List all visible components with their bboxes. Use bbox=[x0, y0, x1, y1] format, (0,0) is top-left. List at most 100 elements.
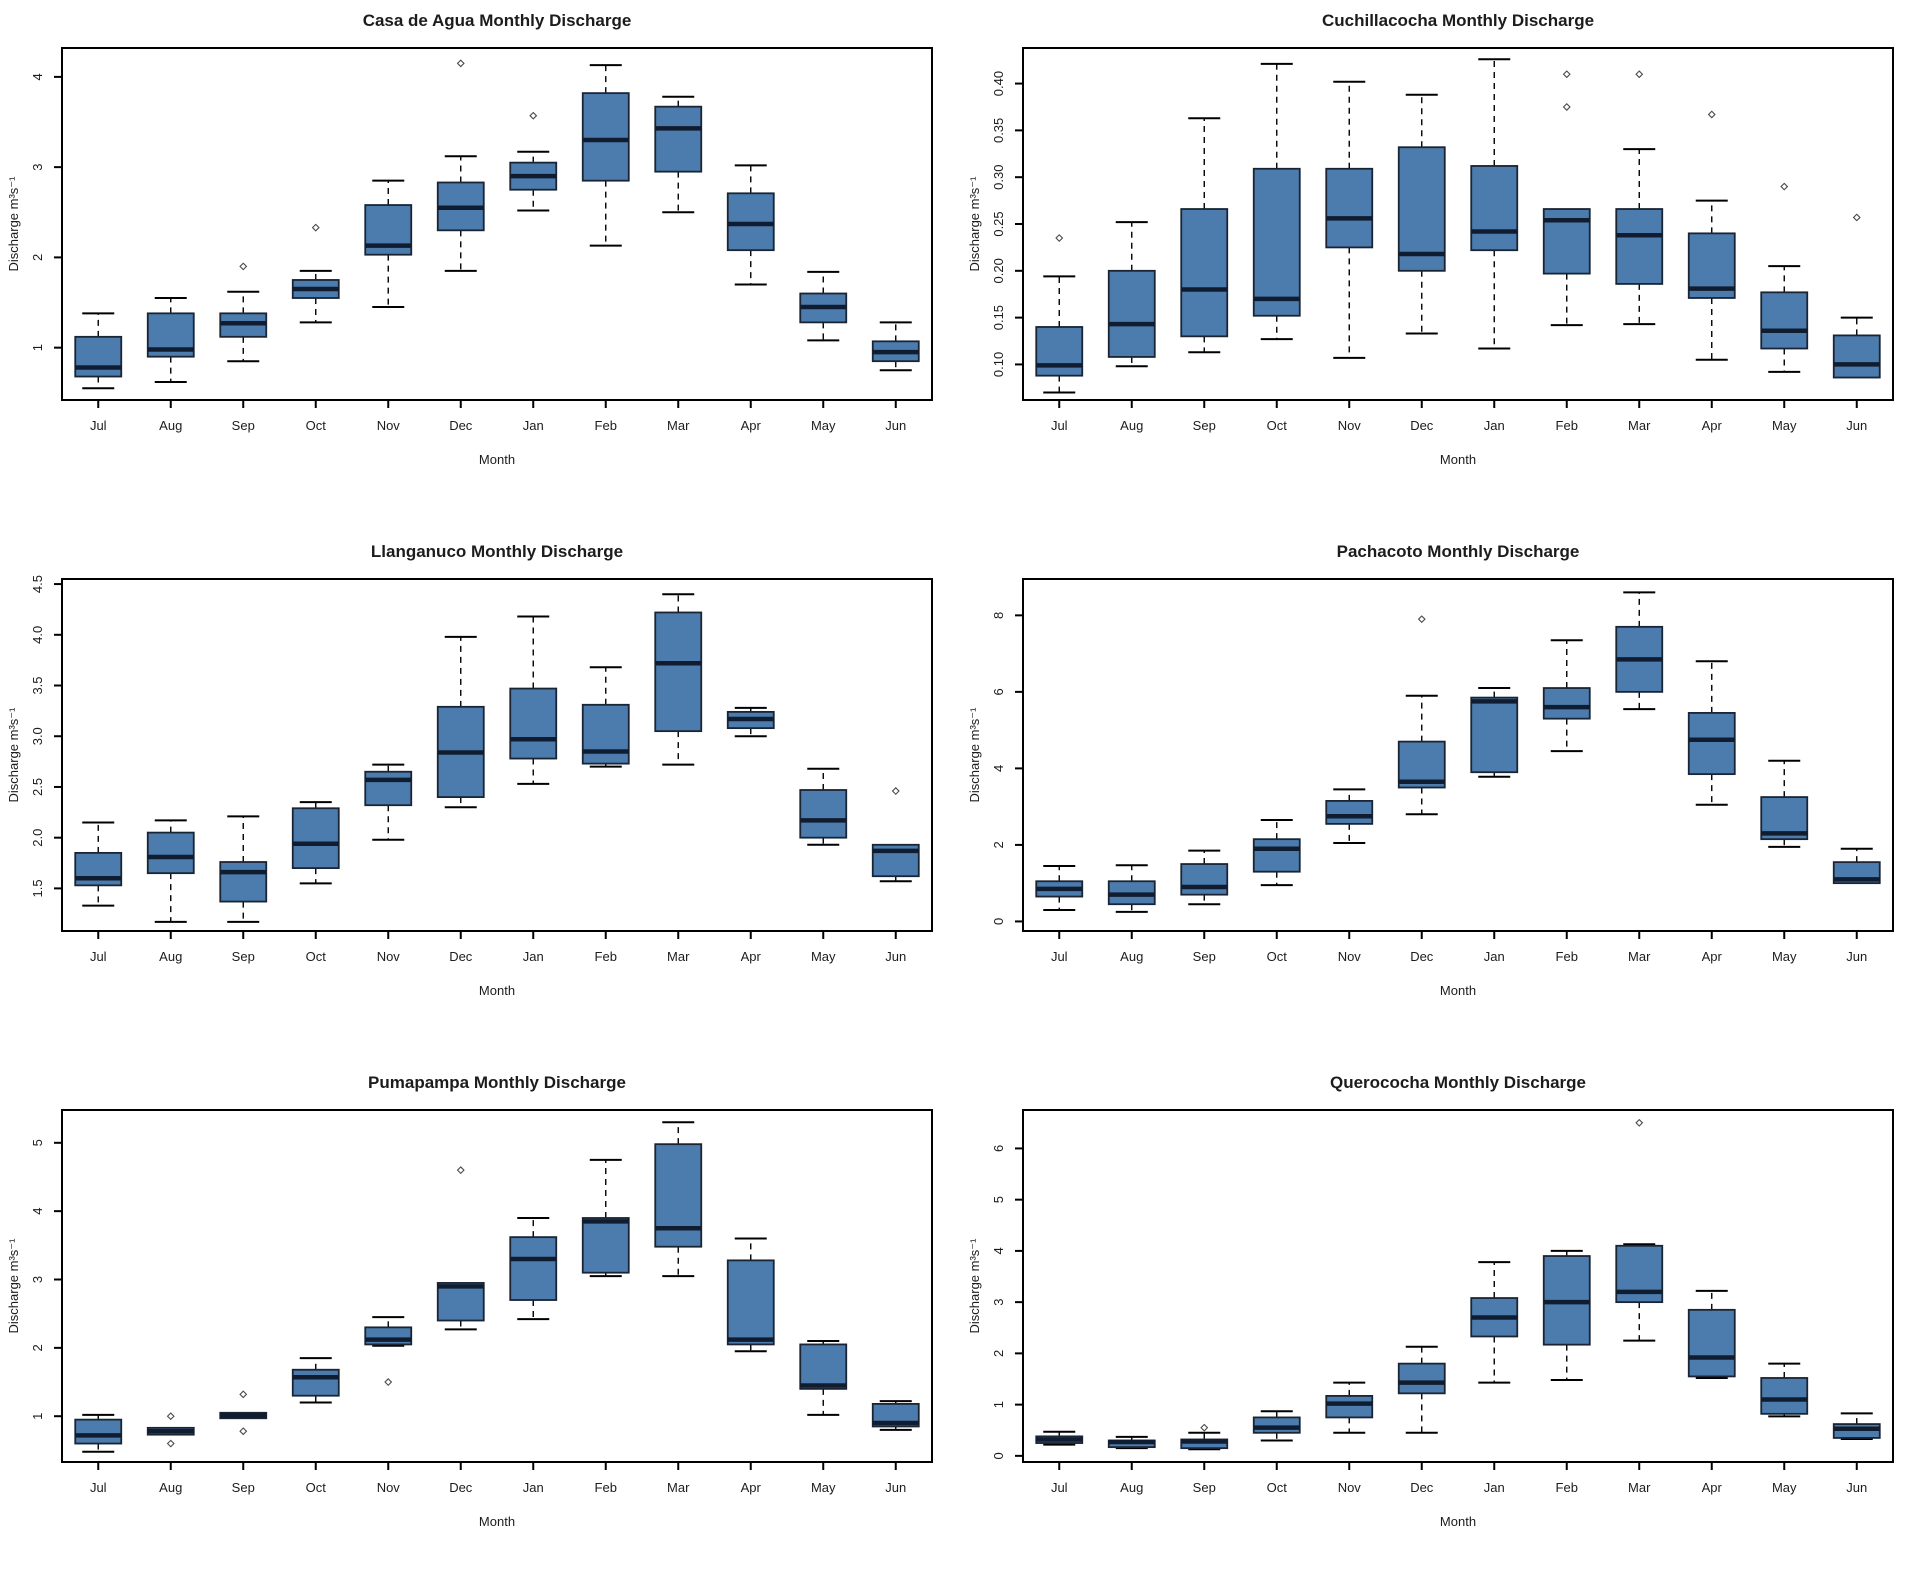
y-tick-label: 5 bbox=[991, 1196, 1006, 1203]
month-label: Jun bbox=[885, 1480, 906, 1495]
month-label: Oct bbox=[306, 418, 327, 433]
boxplot-aug bbox=[1107, 864, 1156, 913]
chart-panel-pachacoto: Pachacoto Monthly Discharge 0 2 4 6 8 Discharg… bbox=[961, 531, 1922, 1062]
y-tick-label: 4 bbox=[991, 765, 1006, 772]
iqr-box bbox=[1252, 167, 1301, 317]
outlier-point bbox=[1852, 213, 1861, 222]
month-label: Oct bbox=[1267, 418, 1288, 433]
month-label: Jun bbox=[1846, 1480, 1867, 1495]
month-label: Jan bbox=[1484, 949, 1505, 964]
outlier-point bbox=[1562, 70, 1571, 79]
chart-title: Pumapampa Monthly Discharge bbox=[368, 1073, 626, 1092]
boxplot-sep bbox=[219, 262, 268, 363]
boxplot-mar bbox=[1615, 70, 1664, 326]
iqr-box bbox=[146, 831, 195, 875]
month-label: Mar bbox=[667, 1480, 690, 1495]
y-tick-label: 6 bbox=[991, 688, 1006, 695]
month-label: Aug bbox=[1120, 418, 1143, 433]
boxplot-mar bbox=[1615, 591, 1664, 711]
month-label: Feb bbox=[1556, 949, 1578, 964]
boxplot-apr bbox=[726, 706, 775, 738]
boxplot-jul bbox=[1035, 864, 1084, 911]
boxplot-mar bbox=[654, 95, 703, 214]
month-label: Dec bbox=[449, 1480, 473, 1495]
month-label: Aug bbox=[1120, 949, 1143, 964]
month-label: Jun bbox=[885, 949, 906, 964]
y-tick-label: 8 bbox=[991, 612, 1006, 619]
month-label: Nov bbox=[377, 1480, 401, 1495]
boxplot-aug bbox=[146, 297, 195, 383]
boxplot-jul bbox=[74, 312, 123, 390]
month-label: May bbox=[1772, 949, 1797, 964]
chart-svg: Llanganuco Monthly Discharge 1.5 2.0 2.5 3.0… bbox=[6, 542, 933, 998]
month-label: Jun bbox=[885, 418, 906, 433]
boxplot-oct bbox=[1252, 62, 1301, 341]
boxplot-jul bbox=[74, 821, 123, 907]
boxplot-feb bbox=[581, 64, 630, 247]
y-tick-label: 1 bbox=[30, 344, 45, 351]
y-axis-label: Discharge m³s⁻¹ bbox=[967, 1238, 982, 1334]
y-tick-label: 2.5 bbox=[30, 778, 45, 796]
y-tick-label: 4 bbox=[30, 73, 45, 80]
boxplot-nov bbox=[364, 179, 413, 309]
boxplot-oct bbox=[291, 801, 340, 885]
boxplot-dec bbox=[1397, 93, 1446, 335]
month-label: May bbox=[1772, 1480, 1797, 1495]
month-label: Jul bbox=[1051, 418, 1068, 433]
chart-title: Querococha Monthly Discharge bbox=[1330, 1073, 1586, 1092]
month-label: Jul bbox=[1051, 949, 1068, 964]
outlier-point bbox=[891, 787, 900, 795]
outlier-point bbox=[1707, 110, 1716, 119]
iqr-box bbox=[1687, 1308, 1736, 1378]
boxplot-oct bbox=[291, 1357, 340, 1404]
boxplot-aug bbox=[146, 1412, 195, 1448]
iqr-box bbox=[654, 105, 703, 173]
month-label: May bbox=[811, 949, 836, 964]
iqr-box bbox=[509, 687, 558, 760]
boxplot-jun bbox=[871, 1400, 920, 1431]
boxplot-mar bbox=[1615, 1118, 1664, 1342]
iqr-box bbox=[219, 861, 268, 903]
boxplot-may bbox=[799, 270, 848, 342]
month-label: Feb bbox=[595, 1480, 617, 1495]
plot-frame bbox=[61, 47, 933, 401]
boxplot-jan bbox=[509, 111, 558, 212]
y-tick-label: 3 bbox=[30, 1276, 45, 1283]
y-tick-label: 5 bbox=[30, 1139, 45, 1146]
boxplot-mar bbox=[654, 593, 703, 766]
iqr-box bbox=[581, 1217, 630, 1274]
chart-panel-pumapampa: Pumapampa Monthly Discharge 1 2 3 4 5 Discharg… bbox=[0, 1062, 961, 1593]
x-axis-label: Month bbox=[479, 452, 515, 467]
y-tick-label: 3 bbox=[991, 1299, 1006, 1306]
boxplot-dec bbox=[436, 59, 485, 272]
month-label: Jul bbox=[90, 949, 107, 964]
boxplot-jun bbox=[1832, 1412, 1881, 1440]
y-tick-label: 0.10 bbox=[991, 352, 1006, 377]
y-tick-label: 0.40 bbox=[991, 71, 1006, 96]
x-axis-label: Month bbox=[479, 1514, 515, 1529]
month-label: May bbox=[1772, 418, 1797, 433]
month-label: Feb bbox=[1556, 1480, 1578, 1495]
boxplot-jan bbox=[1470, 1261, 1519, 1384]
iqr-box bbox=[1325, 800, 1374, 825]
month-label: Apr bbox=[741, 949, 762, 964]
plot-frame bbox=[1022, 578, 1894, 932]
y-tick-label: 0.30 bbox=[991, 165, 1006, 190]
iqr-box bbox=[509, 1236, 558, 1301]
month-label: Jan bbox=[1484, 418, 1505, 433]
boxplot-jan bbox=[1470, 58, 1519, 350]
boxplot-dec bbox=[1397, 615, 1446, 816]
iqr-box bbox=[1832, 1423, 1881, 1439]
iqr-box bbox=[726, 192, 775, 252]
boxplot-jan bbox=[509, 615, 558, 785]
month-label: Mar bbox=[1628, 418, 1651, 433]
outlier-point bbox=[384, 1378, 393, 1387]
month-label: Sep bbox=[1193, 949, 1216, 964]
month-label: Aug bbox=[159, 418, 182, 433]
outlier-point bbox=[239, 1390, 248, 1399]
chart-title: Llanganuco Monthly Discharge bbox=[371, 542, 623, 561]
y-tick-label: 2 bbox=[30, 254, 45, 261]
month-label: Aug bbox=[1120, 1480, 1143, 1495]
outlier-point bbox=[1635, 70, 1644, 79]
month-label: Nov bbox=[377, 418, 401, 433]
